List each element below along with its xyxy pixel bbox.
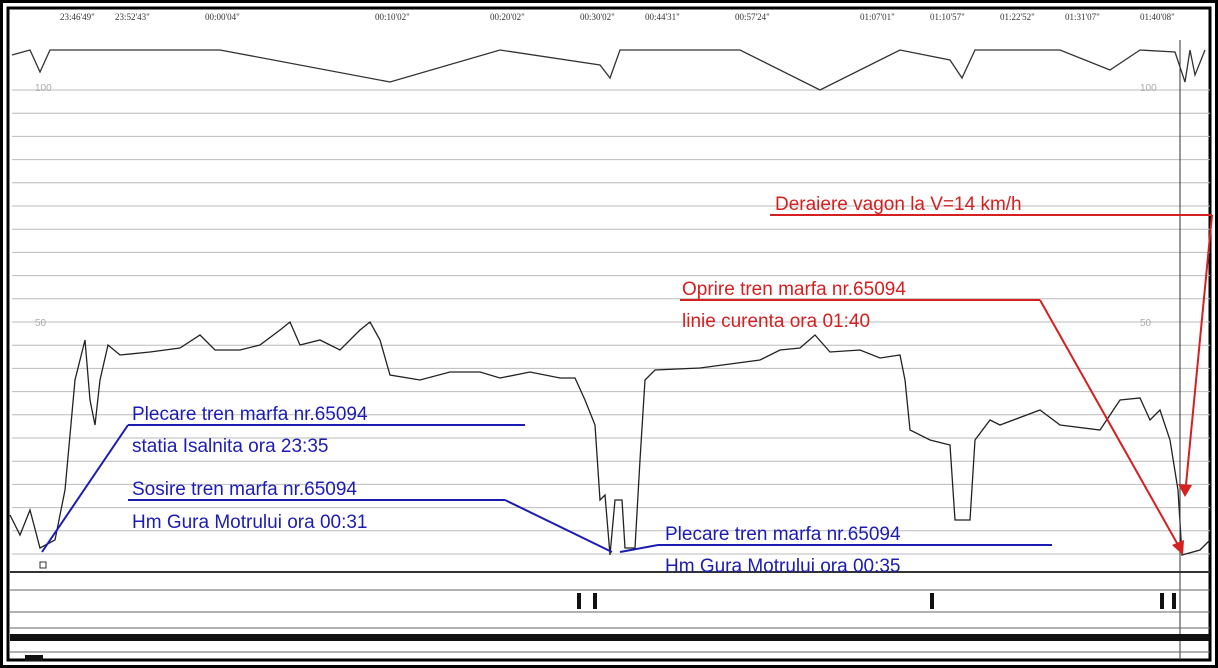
time-label: 01:40'08" <box>1140 12 1175 22</box>
time-label: 00:00'04" <box>205 12 240 22</box>
scale-label: 100 <box>35 83 52 94</box>
time-label: 23:52'43" <box>115 12 150 22</box>
red-annotation: Deraiere vagon la V=14 km/h <box>775 194 1022 215</box>
time-label: 00:57'24" <box>735 12 770 22</box>
blue-annotation: Plecare tren marfa nr.65094 <box>132 404 368 425</box>
bottom-tracks <box>10 561 1210 661</box>
blue-annotation: Plecare tren marfa nr.65094 <box>665 524 901 545</box>
annotation-lines <box>41 214 1213 555</box>
blue-annotation: statia Isalnita ora 23:35 <box>132 436 328 457</box>
time-label: 01:31'07" <box>1065 12 1100 22</box>
time-label: 01:22'52" <box>1000 12 1035 22</box>
time-label: 23:46'49" <box>60 12 95 22</box>
time-label: 00:44'31" <box>645 12 680 22</box>
blue-annotation: Hm Gura Motrului ora 00:31 <box>132 512 368 533</box>
scale-label: 100 <box>1140 83 1157 94</box>
time-label: 01:07'01" <box>860 12 895 22</box>
scale-label: 50 <box>35 318 47 329</box>
inner-frame <box>6 6 1212 662</box>
blue-annotation: Hm Gura Motrului ora 00:35 <box>665 556 901 577</box>
red-annotation: linie curenta ora 01:40 <box>682 311 870 332</box>
time-label: 00:10'02" <box>375 12 410 22</box>
time-label: 00:30'02" <box>580 12 615 22</box>
blue-annotation: Sosire tren marfa nr.65094 <box>132 479 357 500</box>
labels: 23:46'49" 23:52'43" 00:00'04" 00:10'02" 00:2… <box>35 12 1175 577</box>
time-zigzag <box>11 49 1206 91</box>
scale-label: 50 <box>1140 318 1152 329</box>
time-label: 00:20'02" <box>490 12 525 22</box>
red-annotation: Oprire tren marfa nr.65094 <box>682 279 906 300</box>
grid <box>12 89 1210 555</box>
time-label: 01:10'57" <box>930 12 965 22</box>
speed-trace <box>9 320 1211 556</box>
